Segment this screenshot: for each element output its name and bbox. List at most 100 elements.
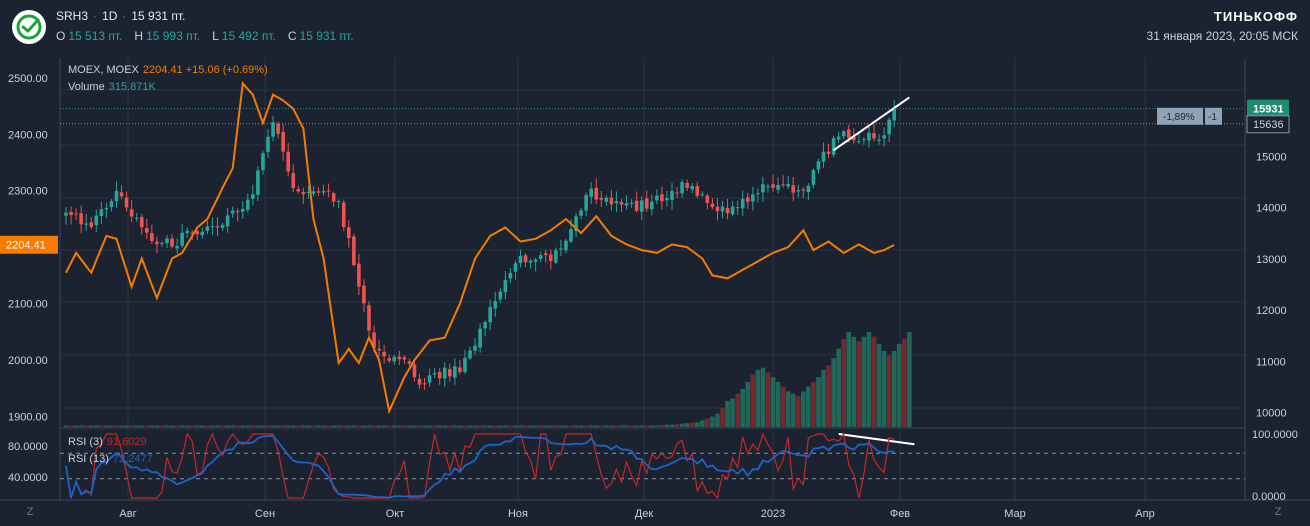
candle-body	[397, 356, 402, 360]
volume-bar	[730, 398, 735, 427]
volume-bar	[104, 425, 109, 427]
volume-bar	[351, 425, 357, 427]
volume-bar	[336, 425, 341, 427]
candle-body	[629, 202, 634, 204]
volume-bar	[154, 425, 160, 427]
candle-body	[331, 193, 336, 202]
right-axis-tick: 14000	[1256, 203, 1287, 215]
candle-body	[806, 185, 811, 193]
volume-bar	[397, 425, 402, 427]
candle-body	[867, 132, 871, 141]
volume-bar	[790, 393, 796, 427]
candle-body	[296, 188, 301, 192]
volume-bar	[265, 425, 271, 427]
volume-bar	[442, 425, 448, 427]
volume-bar	[326, 425, 331, 427]
candle-body	[639, 200, 644, 212]
candle-body	[614, 200, 619, 204]
volume-bar	[280, 425, 286, 427]
candle-body	[357, 263, 361, 287]
volume-bar	[795, 396, 801, 427]
ohlc-key-close: C	[287, 29, 297, 43]
volume-bar	[861, 336, 867, 427]
candle-body	[336, 200, 341, 202]
volume-bar	[533, 425, 538, 427]
candle-body	[266, 136, 270, 152]
volume-bar	[220, 425, 225, 427]
candle-body	[347, 227, 351, 239]
x-axis-tick: Сен	[255, 508, 275, 520]
volume-bar	[215, 425, 220, 427]
candle-body	[660, 194, 664, 202]
volume-bar	[886, 355, 892, 427]
x-axis-tick: 2023	[761, 508, 785, 520]
candle-body	[362, 285, 366, 304]
volume-bar	[745, 381, 751, 427]
volume-bar	[700, 420, 705, 427]
ohlc-key-high: H	[134, 29, 144, 43]
candle-body	[518, 255, 523, 264]
candle-body	[321, 190, 326, 193]
volume-bar	[659, 425, 665, 427]
volume-bar	[750, 374, 756, 427]
volume-bar	[654, 425, 660, 427]
candle-body	[291, 173, 296, 188]
timestamp: 31 января 2023, 20:05 МСК	[1146, 29, 1298, 43]
candle-body	[180, 232, 184, 246]
volume-bar	[674, 424, 680, 427]
candle-body	[554, 250, 558, 263]
candle-body	[377, 348, 381, 351]
right-axis-tick: 10000	[1256, 408, 1287, 420]
volume-bar	[523, 425, 528, 427]
volume-bar	[604, 425, 609, 427]
volume-bar	[841, 339, 846, 427]
volume-bar	[195, 425, 200, 427]
moex-price-badge-text: 2204.41	[6, 240, 46, 252]
candle-body	[528, 260, 533, 263]
legend-volume-value: 315.871K	[108, 81, 156, 93]
timeframe[interactable]: 1D	[102, 9, 118, 23]
volume-bar	[563, 425, 569, 427]
candle-body	[155, 241, 159, 245]
volume-bar	[109, 425, 114, 427]
volume-bar	[381, 425, 387, 427]
x-axis-tick: Окт	[386, 508, 405, 520]
candle-body	[609, 197, 614, 205]
volume-bar	[402, 425, 407, 427]
volume-bar	[851, 336, 857, 427]
volume-bar	[609, 425, 614, 427]
candle-body	[675, 192, 679, 194]
volume-bar	[296, 425, 301, 427]
x-axis-tick: Ноя	[508, 508, 528, 520]
candle-body	[619, 202, 624, 205]
candle-body	[650, 201, 654, 210]
volume-bar	[78, 425, 84, 427]
legend-rsi13-value: 72.2477	[112, 453, 153, 465]
candle-body	[271, 122, 275, 137]
candle-body	[215, 226, 220, 228]
legend-moex: MOEX, MOEX 2204.41 +15.06 (+0.69%)	[68, 64, 268, 76]
candle-body	[811, 170, 816, 185]
x-axis-tick: Фев	[890, 508, 910, 520]
volume-bar	[765, 372, 771, 427]
candle-body	[857, 141, 861, 143]
candle-body	[513, 263, 518, 272]
candle-body	[205, 226, 210, 231]
legend-rsi3-value: 91.6029	[106, 436, 147, 448]
candle-body	[150, 233, 154, 241]
volume-bars	[63, 332, 912, 427]
candle-body	[367, 305, 371, 331]
right-axis-tick: 11000	[1256, 356, 1286, 368]
candle-body	[533, 259, 538, 262]
volume-bar	[114, 425, 119, 427]
volume-bar	[119, 425, 124, 427]
ticker-symbol[interactable]: SRH3	[56, 9, 89, 23]
chart-header: SRH3 · 1D · 15 931 пт. O 15 513 пт. H 15 993 пт…	[0, 0, 1310, 50]
candle-body	[740, 198, 745, 209]
volume-bar	[725, 400, 730, 427]
volume-bar	[139, 425, 145, 427]
volume-bar	[88, 425, 94, 427]
candle-body	[311, 191, 316, 194]
candle-body	[655, 195, 659, 201]
